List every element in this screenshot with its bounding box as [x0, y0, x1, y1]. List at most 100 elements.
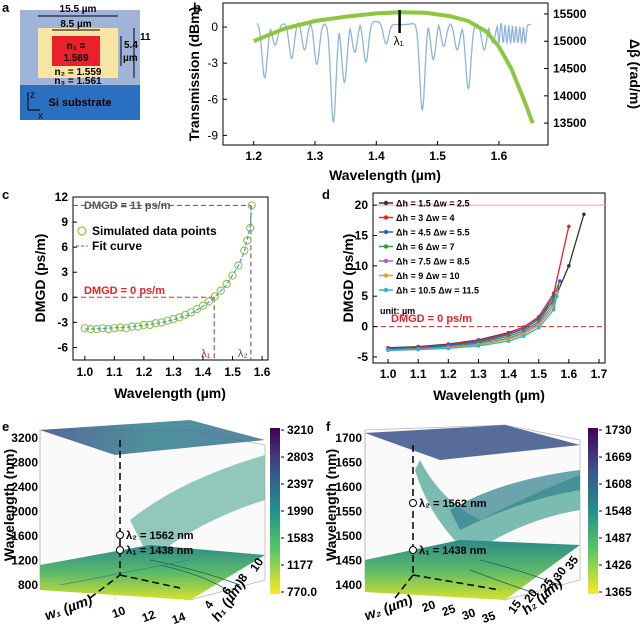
y-ticks-c: -6 -3 0 3 6 9 12: [55, 190, 77, 354]
y-ticks-left-b: 0 -3 -6 -9: [207, 20, 227, 142]
x-tick-label-c: 1.4: [195, 365, 212, 379]
x-tick-label-d: 1.0: [380, 367, 397, 381]
x-ticks-d: 1.0 1.1 1.2 1.3 1.4 1.5 1.6 1.7: [380, 359, 608, 381]
colorbar-tick-label-f: 1548: [605, 504, 632, 518]
z-tick-label-f: 1600: [335, 480, 362, 494]
x-ticks-c: 1.0 1.1 1.2 1.3 1.4 1.5 1.6: [76, 356, 271, 379]
z-tick-label-e: 2400: [11, 480, 38, 494]
top-surface-e: [40, 420, 265, 455]
colorbar-tick-label-e: 1990: [287, 504, 314, 518]
lambda2-annotation-f: λ₂ = 1562 nm: [419, 498, 487, 510]
dmgd-series: [386, 212, 586, 353]
lambda1-annotation-e: λ₁ = 1438 nm: [126, 545, 193, 557]
n2-label: n₂ = 1.559: [55, 67, 102, 78]
contour-1-f: [479, 559, 561, 586]
panel-label-c: c: [2, 187, 9, 202]
x-tick-label-b: 1.5: [429, 149, 446, 163]
y-axis-title-right-b: Δβ (rad/m): [627, 39, 640, 109]
legend-marker-d: [383, 229, 389, 235]
annotation-dmgd-0: DMGD = 0 ps/m: [84, 285, 165, 297]
legend-label-d: Δh = 1.5 Δw = 2.5: [396, 199, 469, 209]
x-tick-label-f: 35: [480, 608, 498, 626]
upper-sheet-f: [450, 470, 580, 530]
core-width-label: 8.5 µm: [60, 19, 91, 30]
legend-label-d: Δh = 7.5 Δw = 8.5: [396, 257, 469, 267]
substrate-label: Si substrate: [49, 97, 112, 109]
y-axis-title-d: DMGD (ps/m): [340, 234, 356, 323]
x-tick-label-d: 1.5: [530, 367, 547, 381]
z-tick-label-e: 2000: [11, 505, 38, 519]
lambda1-point-f: [409, 546, 417, 554]
design-point-floor-y-f: [412, 574, 501, 591]
data-point-c: [204, 297, 214, 306]
fit-curve: [84, 205, 253, 330]
n3-label: n₃ = 1.561: [54, 76, 102, 87]
lambda2-annotation-e: λ₂ = 1562 nm: [126, 530, 194, 542]
contour-2-f: [469, 569, 541, 596]
y-tick-label-f: 15: [505, 597, 524, 616]
y-tick-label-c: 12: [55, 190, 69, 204]
lambda1-annotation-f: λ₁ = 1438 nm: [419, 545, 486, 557]
y-tick-label-c: 9: [61, 215, 68, 229]
y-tick-label-right-b: 13500: [553, 116, 587, 130]
legend-marker-d: [383, 287, 389, 293]
x-axis-title-f: w₂ (µm): [362, 591, 415, 623]
lambda2-point-f: [409, 499, 417, 507]
y-tick-label-right-b: 14000: [553, 89, 587, 103]
series-point-d: [556, 285, 561, 289]
colorbar-tick-label-e: 770.0: [287, 585, 317, 599]
y-tick-label-c: -3: [57, 315, 68, 329]
x-axis-title-b: Wavelength (µm): [329, 167, 441, 183]
data-point-c: [157, 318, 166, 327]
x-tick-label-f: 25: [440, 601, 458, 619]
y-tick-label-right-b: 14500: [553, 62, 587, 76]
x-axis-label: x: [38, 111, 43, 122]
z-tick-label-e: 2800: [11, 456, 38, 470]
z-tick-label-e: 3200: [11, 431, 38, 445]
colorbar-f: [588, 428, 598, 594]
panel-c: c DMGD = 11 ps/m DMGD = 0 ps/m Simulated…: [2, 187, 271, 401]
panel-label-e: e: [2, 419, 9, 434]
x-tick-label-b: 1.4: [368, 149, 385, 163]
plot-frame-b: [222, 2, 549, 146]
colorbar-ticks-f: 1730 1669 1608 1548 1487 1426 1365: [599, 423, 632, 599]
colorbar-tick-label-e: 2803: [287, 450, 314, 464]
z-tick-label-f: 1500: [335, 529, 362, 543]
series-point-d: [416, 347, 420, 352]
y-tick-label-left-b: -6: [207, 92, 218, 106]
y-tick-label-d: 15: [355, 229, 369, 243]
series-point-d: [476, 344, 481, 348]
waveguide-core-n1: [52, 36, 100, 66]
panel-label-a: a: [2, 0, 10, 15]
data-point-c: [240, 246, 249, 255]
colorbar-tick-label-f: 1669: [605, 450, 632, 464]
data-point-c: [80, 324, 89, 333]
legend-marker-d: [383, 215, 389, 220]
core-height-unit: µm: [123, 53, 138, 64]
colorbar-tick-label-f: 1608: [605, 477, 632, 491]
legend-d: Δh = 1.5 Δw = 2.5 Δh = 3 Δw = 4 Δh = 4.5 Δ…: [379, 199, 479, 296]
y-tick-label-left-b: -3: [207, 56, 218, 70]
x-tick-label-c: 1.5: [224, 365, 241, 379]
legend-marker-d: [383, 200, 389, 206]
y-tick-label-left-b: 0: [211, 20, 218, 34]
data-point-c: [234, 261, 243, 270]
z-axis-title-e: Wavelength (nm): [1, 449, 17, 561]
plot-frame-d: [372, 192, 606, 364]
legend-label-d: Δh = 4.5 Δw = 5.5: [396, 228, 469, 238]
y-tick-label-c: -6: [57, 340, 68, 354]
bottom-surface-e: [40, 545, 265, 600]
z-tick-label-e: 800: [18, 578, 38, 592]
x-tick-label-e: 14: [170, 609, 188, 626]
plot-frame-c: [72, 196, 269, 361]
contour-3-e: [59, 559, 191, 586]
x-tick-label-d: 1.3: [470, 367, 487, 381]
y-tick-label-d: 5: [361, 289, 368, 303]
panel-label-f: f: [326, 419, 331, 434]
x-tick-label-c: 1.3: [165, 365, 182, 379]
x-tick-label-b: 1.6: [491, 149, 508, 163]
design-point-floor-x-f: [394, 574, 414, 599]
y-tick-label-left-b: -9: [207, 128, 218, 142]
y-tick-label-right-b: 15500: [553, 7, 587, 21]
y-tick-label-d: 0: [361, 320, 368, 334]
